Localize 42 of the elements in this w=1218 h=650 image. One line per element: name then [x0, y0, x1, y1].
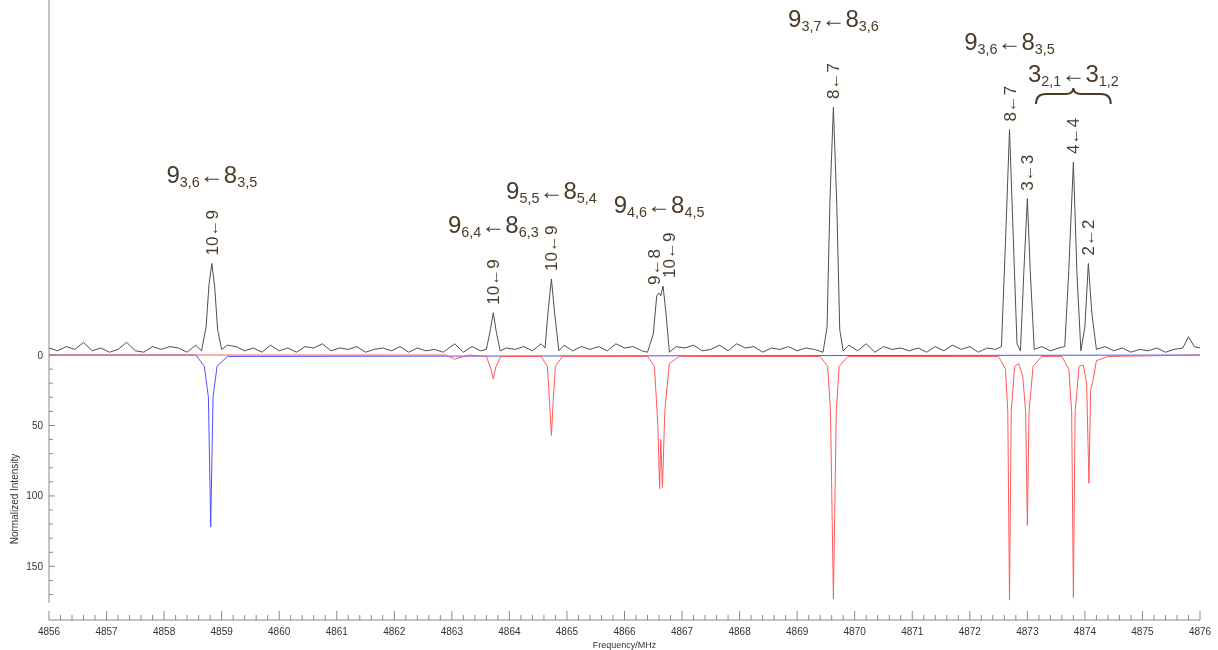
annotation: 9$_{3,6}$←8$_{3,5}$	[166, 161, 258, 191]
annotation: 2←2	[1079, 219, 1099, 256]
x-tick-label: 4867	[670, 626, 694, 637]
x-tick-label: 4866	[613, 626, 637, 637]
y-axis-title: Normalized Intensity	[9, 453, 20, 545]
x-tick-label: 4862	[383, 626, 406, 637]
x-tick-label: 4864	[498, 626, 521, 637]
annotation: 9$_{3,6}$←8$_{3,5}$	[964, 27, 1055, 57]
annotation: 8←7	[824, 63, 844, 100]
x-tick-label: 4859	[210, 626, 234, 637]
x-tick-label: 4870	[843, 626, 867, 637]
x-tick-label: 4873	[1016, 626, 1039, 637]
x-tick-label: 4869	[786, 626, 809, 637]
x-axis-title: Frequency/MHz	[592, 640, 657, 650]
annotation: 10←9	[484, 259, 504, 305]
y-tick-label: 0	[37, 349, 44, 361]
annotation: 9$_{3,7}$←8$_{3,6}$	[788, 5, 879, 35]
x-tick-label: 4876	[1188, 626, 1212, 637]
x-tick-label: 4875	[1131, 626, 1155, 637]
x-tick-label: 4872	[958, 626, 982, 637]
x-tick-label: 4868	[728, 626, 752, 637]
x-tick-label: 4871	[901, 626, 924, 637]
x-tick-label: 4863	[440, 626, 464, 637]
x-tick-label: 4860	[268, 626, 291, 637]
y-tick-label: 150	[26, 560, 44, 572]
annotation: 3←3	[1018, 154, 1038, 191]
annotation: 4←4	[1064, 118, 1084, 155]
x-tick-label: 4861	[325, 626, 349, 637]
y-tick-label: 100	[26, 490, 44, 502]
annotation: 8←7	[1000, 85, 1020, 122]
x-tick-label: 4857	[95, 626, 119, 637]
y-tick-label: 50	[31, 419, 44, 431]
annotation: 9$_{6,4}$←8$_{6,3}$	[447, 210, 539, 240]
annotation: 3$_{2,1}$←3$_{1,2}$	[1028, 60, 1119, 90]
annotation: 10←9	[542, 225, 562, 271]
annotation: 10←9	[202, 210, 222, 256]
annotation: 9$_{5,5}$←8$_{5,4}$	[506, 176, 597, 207]
x-tick-label: 4874	[1073, 626, 1097, 637]
x-tick-label: 4865	[555, 626, 579, 637]
x-tick-label: 4856	[37, 626, 61, 637]
x-tick-label: 4858	[152, 626, 176, 637]
annotation: 9$_{4,6}$←8$_{4,5}$	[613, 191, 705, 221]
